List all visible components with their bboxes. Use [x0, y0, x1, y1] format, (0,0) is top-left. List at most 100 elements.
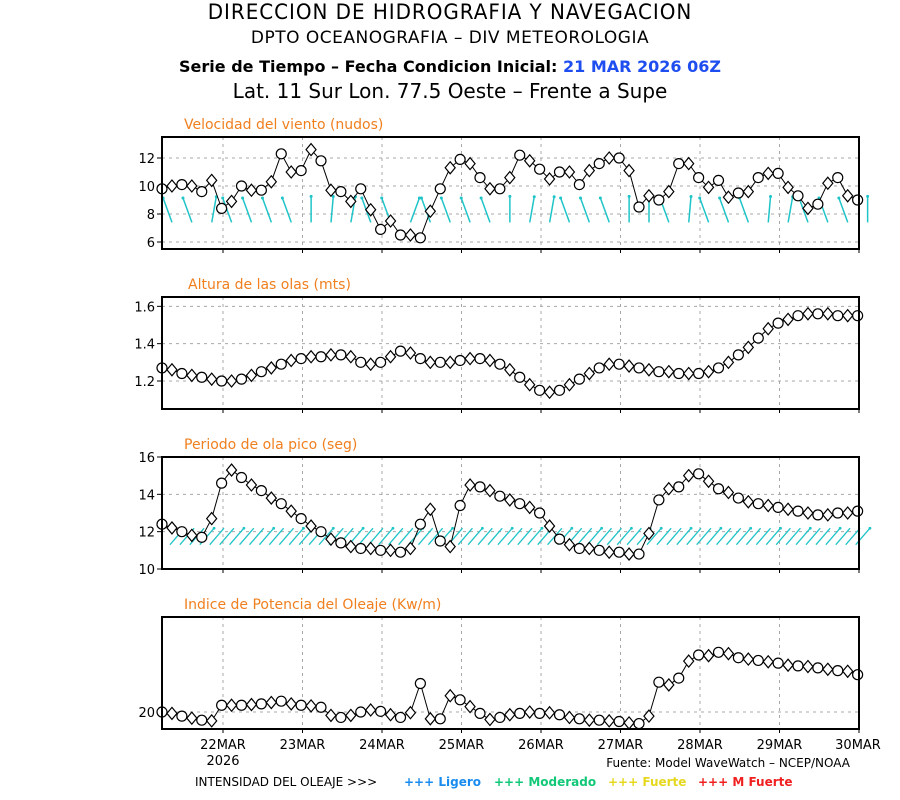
data-point [474, 707, 486, 719]
data-point [176, 526, 188, 538]
wave-vector-head [630, 526, 633, 530]
series-line [161, 469, 858, 555]
data-point [255, 366, 267, 378]
data-point [782, 502, 794, 517]
wave-vector [278, 527, 295, 546]
data-point [474, 172, 486, 184]
data-point [484, 353, 496, 368]
data-point [414, 518, 426, 530]
wave-vector-head [600, 526, 604, 530]
data-point [514, 371, 526, 383]
wave-vector [368, 527, 384, 546]
wave-vector [696, 527, 712, 546]
data-point [653, 366, 665, 378]
wave-vector [507, 527, 523, 546]
data-point [682, 654, 695, 669]
wind-vector-head [559, 196, 563, 200]
data-point [225, 374, 238, 388]
wind-vector [548, 196, 555, 223]
wind-vector [440, 197, 451, 223]
data-point [832, 310, 844, 322]
wave-vector-head [570, 526, 574, 530]
data-point [335, 349, 347, 361]
data-point [355, 706, 367, 718]
data-point [186, 528, 198, 543]
data-point [563, 537, 576, 552]
data-point [673, 672, 685, 684]
wave-vector [616, 527, 632, 546]
header-series-date: Serie de Tiempo – Fecha Condicion Inicia… [0, 57, 900, 76]
data-point [702, 180, 715, 195]
data-point [295, 512, 307, 525]
data-point [802, 306, 814, 321]
wave-vector [676, 527, 692, 546]
data-point [782, 180, 794, 195]
wave-vector [427, 527, 444, 546]
data-point [176, 367, 188, 380]
wave-vector-head [540, 526, 544, 530]
data-point [852, 505, 864, 517]
wind-vector [579, 197, 591, 223]
data-point [375, 705, 387, 717]
data-point [295, 699, 307, 711]
data-point [255, 698, 267, 710]
wind-vector-head [181, 196, 185, 200]
data-point [285, 165, 297, 179]
data-point [394, 711, 407, 724]
wind-vector-head [866, 194, 870, 198]
data-point [186, 368, 198, 383]
wave-vector [785, 527, 801, 546]
wind-vector-head [419, 196, 423, 200]
data-point [593, 158, 605, 170]
header-organization: DIRECCION DE HIDROGRAFIA Y NAVEGACION [207, 0, 693, 24]
data-point [613, 546, 625, 558]
wave-vector [716, 527, 732, 546]
data-point [235, 180, 248, 192]
panel-title: Periodo de ola pico (seg) [184, 437, 357, 453]
wind-vector [718, 197, 730, 223]
wave-vector-head [659, 526, 663, 530]
data-point [792, 190, 804, 202]
plot-frame [161, 456, 860, 570]
data-point [682, 366, 695, 381]
wind-vector-head [578, 196, 582, 200]
x-tick-label: 24MAR [359, 738, 405, 753]
data-point [643, 188, 655, 203]
data-point [335, 711, 347, 724]
wave-vector [487, 527, 503, 546]
data-point [275, 358, 287, 370]
data-point [434, 183, 446, 195]
data-point [335, 186, 347, 198]
data-point [275, 498, 287, 510]
wave-vector [666, 527, 682, 546]
data-point [603, 545, 615, 560]
header-department: DPTO OCEANOGRAFIA – DIV METEOROLOGIA [250, 28, 650, 48]
wind-vector [162, 197, 173, 223]
data-point [593, 362, 605, 374]
data-point [712, 646, 725, 658]
data-point [693, 367, 705, 380]
data-point [603, 151, 615, 165]
data-point [613, 358, 625, 370]
data-point [583, 541, 596, 556]
data-point [712, 174, 725, 186]
intensity-label: INTENSIDAD DEL OLEAJE >>> [195, 775, 377, 789]
wind-vector [480, 197, 491, 223]
data-point [196, 371, 208, 383]
data-point [464, 478, 476, 492]
data-point [166, 520, 178, 535]
data-point [534, 384, 546, 396]
data-point [852, 194, 864, 206]
data-point [216, 202, 228, 214]
data-point [534, 707, 546, 719]
data-point [424, 502, 437, 517]
data-point [454, 153, 466, 165]
wave-vector [745, 527, 762, 546]
wave-vector [626, 527, 642, 546]
data-point [762, 321, 774, 336]
wind-vector-head [698, 196, 702, 200]
data-point [474, 353, 486, 365]
series-line [161, 148, 858, 239]
data-point [782, 312, 794, 327]
data-point [653, 494, 665, 506]
